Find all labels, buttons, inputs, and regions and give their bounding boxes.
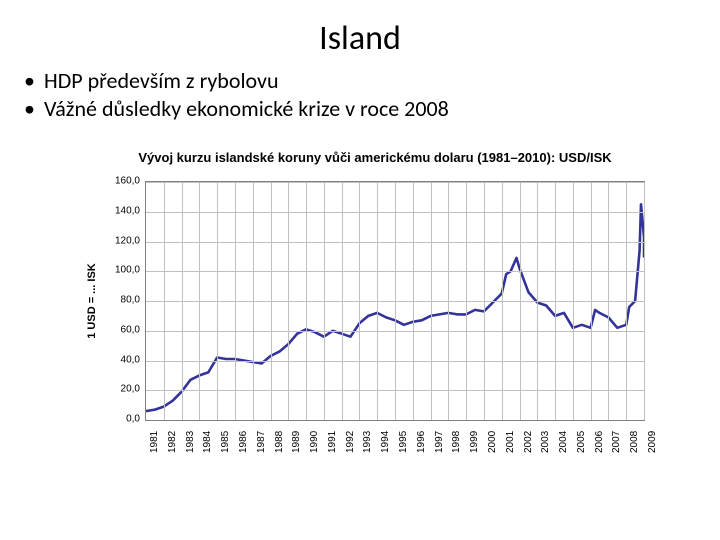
x-tick-label: 1984 [202,431,213,453]
slide-root: Island HDP především z rybolovu Vážné dů… [0,0,720,540]
x-tick-label: 2000 [487,431,498,453]
x-tick-label: 2004 [558,431,569,453]
x-tick-label: 2001 [505,431,516,453]
gridline-v [466,182,467,420]
gridline-v [306,182,307,420]
gridline-v [431,182,432,420]
gridline-v [537,182,538,420]
x-tick-label: 1990 [309,431,320,453]
x-tick-label: 2002 [523,431,534,453]
x-tick-label: 2003 [540,431,551,453]
y-tick-label: 40,0 [100,354,140,365]
chart-title: Vývoj kurzu islandské koruny vůči americ… [80,150,670,165]
y-tick-label: 80,0 [100,295,140,306]
slide-title: Island [0,0,720,59]
x-tick-label: 1996 [416,431,427,453]
y-tick-label: 100,0 [100,265,140,276]
gridline-v [199,182,200,420]
bullet-item: HDP především z rybolovu [24,67,720,95]
x-tick-label: 2007 [611,431,622,453]
gridline-v [573,182,574,420]
x-tick-label: 1997 [434,431,445,453]
y-tick-label: 60,0 [100,324,140,335]
gridline-v [608,182,609,420]
x-tick-label: 1987 [256,431,267,453]
gridline-v [342,182,343,420]
gridline-v [359,182,360,420]
gridline-v [555,182,556,420]
bullet-list: HDP především z rybolovu Vážné důsledky … [24,67,720,122]
y-tick-label: 120,0 [100,235,140,246]
gridline-v [448,182,449,420]
x-tick-label: 1986 [238,431,249,453]
x-tick-label: 1981 [149,431,160,453]
gridline-v [182,182,183,420]
gridline-v [164,182,165,420]
plot-box [145,181,645,421]
x-tick-label: 1993 [362,431,373,453]
x-tick-label: 2006 [594,431,605,453]
gridline-v [484,182,485,420]
x-tick-label: 2008 [629,431,640,453]
gridline-v [253,182,254,420]
chart-area: 1 USD = ... ISK 0,0 20,0 40,0 60,0 80,0 100,0… [80,171,670,491]
gridline-v [520,182,521,420]
gridline-v [217,182,218,420]
x-tick-label: 1999 [469,431,480,453]
gridline-v [271,182,272,420]
chart-container: Vývoj kurzu islandské koruny vůči americ… [80,150,670,491]
x-tick-label: 2009 [647,431,658,453]
gridline-v [324,182,325,420]
gridline-v [502,182,503,420]
bullet-item: Vážné důsledky ekonomické krize v roce 2… [24,95,720,123]
gridline-v [413,182,414,420]
x-tick-label: 1982 [167,431,178,453]
x-tick-label: 1983 [185,431,196,453]
x-tick-label: 1992 [345,431,356,453]
gridline-v [377,182,378,420]
x-tick-label: 1995 [398,431,409,453]
y-tick-label: 160,0 [100,176,140,187]
x-tick-label: 1998 [451,431,462,453]
x-tick-label: 1989 [291,431,302,453]
y-tick-label: 0,0 [100,414,140,425]
gridline-v [626,182,627,420]
y-tick-label: 140,0 [100,205,140,216]
x-tick-label: 2005 [576,431,587,453]
x-tick-label: 1985 [220,431,231,453]
gridline-v [644,182,645,420]
x-tick-label: 1991 [327,431,338,453]
gridline-v [235,182,236,420]
gridline-v [395,182,396,420]
gridline-v [591,182,592,420]
gridline-v [288,182,289,420]
y-axis-title: 1 USD = ... ISK [86,263,98,339]
x-tick-label: 1988 [274,431,285,453]
x-tick-label: 1994 [380,431,391,453]
y-tick-label: 20,0 [100,384,140,395]
